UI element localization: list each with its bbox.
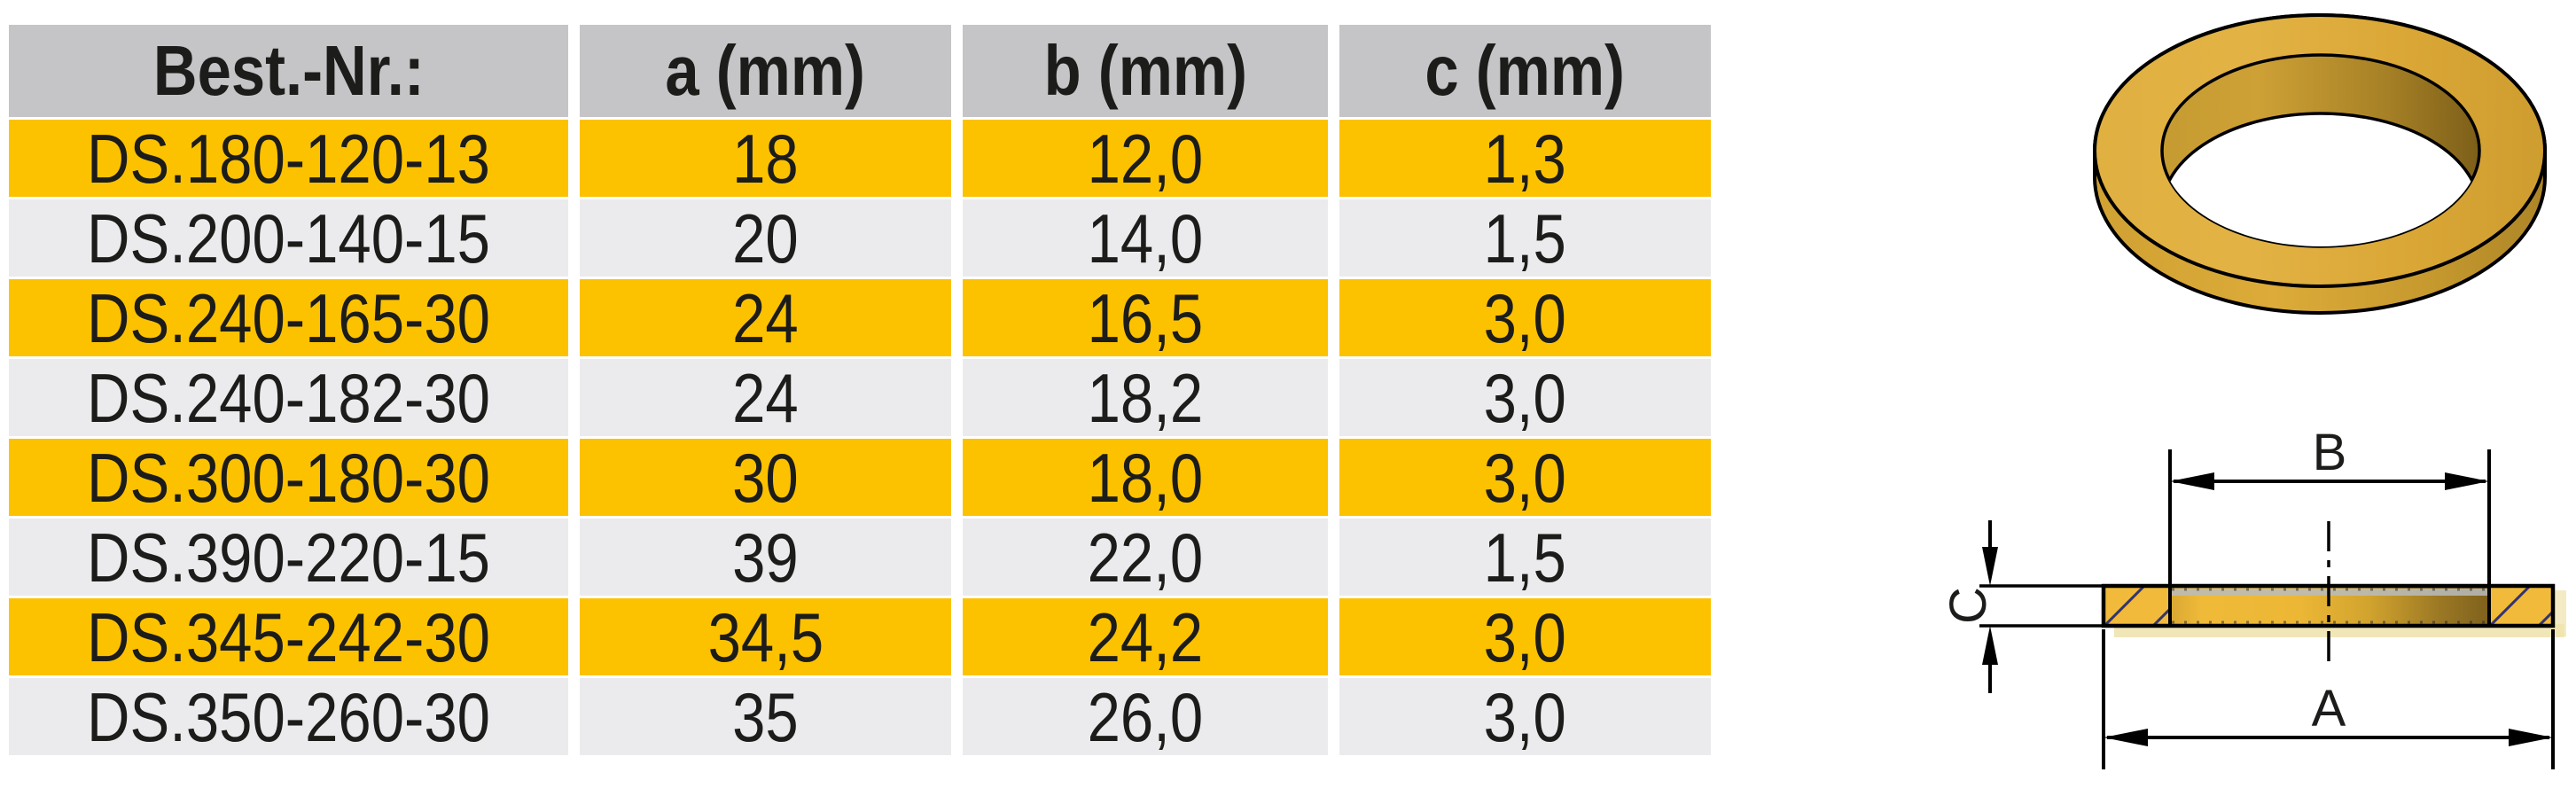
part-number-cell: DS.390-220-15 xyxy=(9,519,568,596)
arrowhead-c-bottom xyxy=(1982,626,1998,665)
section-right-wall xyxy=(2489,586,2553,626)
part-number-cell: DS.345-242-30 xyxy=(9,598,568,675)
value-cell: 24,2 xyxy=(963,598,1328,675)
value-cell: 3,0 xyxy=(1339,678,1711,755)
value-cell: 3,0 xyxy=(1339,439,1711,516)
part-number-cell: DS.200-140-15 xyxy=(9,199,568,277)
washer-3d-illustration xyxy=(2093,13,2547,315)
column-header-part-number: Best.-Nr.: xyxy=(9,25,568,117)
value-cell: 1,3 xyxy=(1339,120,1711,197)
value-cell: 12,0 xyxy=(963,120,1328,197)
value-cell: 35 xyxy=(580,678,951,755)
dimension-b: B xyxy=(2170,424,2489,490)
value-cell: 24 xyxy=(580,279,951,356)
value-cell: 24 xyxy=(580,359,951,436)
value-cell: 1,5 xyxy=(1339,199,1711,277)
value-cell: 34,5 xyxy=(580,598,951,675)
value-cell: 1,5 xyxy=(1339,519,1711,596)
arrowhead-c-top xyxy=(1982,547,1998,586)
value-cell: 26,0 xyxy=(963,678,1328,755)
section-shadow-right xyxy=(2552,590,2566,636)
part-number-cell: DS.300-180-30 xyxy=(9,439,568,516)
dimension-a: A xyxy=(2102,629,2555,769)
value-cell: 3,0 xyxy=(1339,598,1711,675)
value-cell: 14,0 xyxy=(963,199,1328,277)
value-cell: 16,5 xyxy=(963,279,1328,356)
value-cell: 18,2 xyxy=(963,359,1328,436)
value-cell: 3,0 xyxy=(1339,279,1711,356)
dimension-c: C xyxy=(1940,520,2104,693)
part-number-cell: DS.240-165-30 xyxy=(9,279,568,356)
value-cell: 39 xyxy=(580,519,951,596)
column-header-b: b (mm) xyxy=(963,25,1328,117)
column-header-a: a (mm) xyxy=(580,25,951,117)
value-cell: 3,0 xyxy=(1339,359,1711,436)
part-number-cell: DS.240-182-30 xyxy=(9,359,568,436)
value-cell: 20 xyxy=(580,199,951,277)
hatch-right xyxy=(2489,585,2553,627)
dimension-label-c: C xyxy=(1940,587,1997,624)
washer-bore-hole xyxy=(2162,112,2479,246)
part-number-cell: DS.180-120-13 xyxy=(9,120,568,197)
hatch-left xyxy=(2104,585,2170,627)
arrowhead-a-left xyxy=(2104,729,2148,746)
value-cell: 18 xyxy=(580,120,951,197)
arrowhead-a-right xyxy=(2509,729,2553,746)
cross-section-diagram: B C A xyxy=(1940,424,2566,769)
column-header-c: c (mm) xyxy=(1339,25,1711,117)
dimension-label-a: A xyxy=(2312,680,2346,737)
dimension-label-b: B xyxy=(2313,424,2347,481)
value-cell: 18,0 xyxy=(963,439,1328,516)
product-spec-table: Best.-Nr.: a (mm) b (mm) c (mm) DS.180-1… xyxy=(9,25,1711,755)
arrowhead-b-right xyxy=(2445,472,2489,490)
value-cell: 30 xyxy=(580,439,951,516)
part-number-cell: DS.350-260-30 xyxy=(9,678,568,755)
arrowhead-b-left xyxy=(2170,472,2214,490)
value-cell: 22,0 xyxy=(963,519,1328,596)
